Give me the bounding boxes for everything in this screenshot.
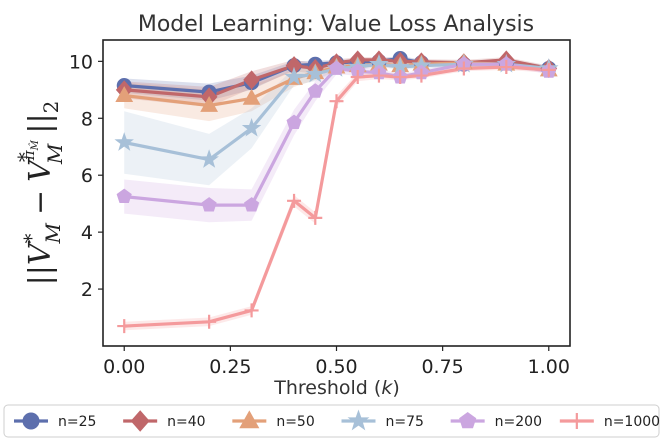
x-axis-label-text: Threshold (k): [273, 377, 400, 399]
data-point-n=200: [328, 60, 345, 75]
chart-title: Model Learning: Value Loss Analysis: [138, 12, 534, 37]
y-tick-label: 6: [81, 165, 93, 187]
x-axis-ticks: 0.00 0.25 0.50 0.75 1.00: [103, 346, 570, 378]
legend-marker-n=25: [22, 412, 40, 430]
legend-frame: [3, 404, 660, 438]
data-point-n=200: [116, 188, 132, 203]
ylabel-open: ||V: [23, 240, 58, 285]
data-point-n=1000: [371, 68, 386, 83]
ylabel-sub1: M: [41, 222, 65, 244]
legend-marker-n=40: [130, 410, 150, 432]
y-tick-label: 4: [81, 222, 93, 244]
data-point-n=1000: [202, 314, 217, 329]
ylabel-sup2: π: [20, 149, 38, 161]
x-tick-label: 0.75: [421, 356, 463, 378]
legend: n=25 n=40 n=50 n=75 n=200 n=1000: [3, 404, 660, 438]
data-point-n=200: [201, 197, 217, 212]
x-axis-label-part: ): [392, 377, 399, 399]
band-n=200: [124, 61, 549, 223]
data-point-n=1000: [244, 303, 259, 318]
legend-label: n=25: [58, 414, 96, 430]
data-point-n=200: [244, 197, 260, 212]
data-point-n=200: [286, 114, 302, 129]
ylabel-close: ||: [23, 113, 58, 133]
data-point-n=1000: [414, 68, 429, 83]
data-point-n=1000: [329, 94, 344, 109]
ylabel-star1: *: [19, 233, 43, 243]
data-point-n=75: [114, 132, 134, 151]
data-point-n=1000: [541, 62, 556, 77]
data-point-n=75: [241, 117, 262, 137]
band-n=75: [124, 61, 549, 186]
data-point-n=1000: [287, 193, 302, 208]
data-point-n=1000: [350, 70, 365, 85]
y-axis-label-formula: ||V*M−VπM̂* M||2: [13, 101, 67, 286]
x-tick-label: 0.25: [209, 356, 251, 378]
legend-label: n=40: [167, 414, 205, 430]
data-point-n=1000: [393, 70, 408, 85]
x-tick-label: 0.00: [103, 356, 145, 378]
data-point-n=75: [199, 149, 219, 168]
y-axis-ticks: 2 4 6 8 10: [69, 51, 103, 301]
data-point-n=50: [242, 88, 261, 105]
y-tick-label: 2: [81, 279, 93, 301]
x-axis-label-var: k: [381, 377, 393, 399]
x-tick-label: 0.50: [315, 356, 357, 378]
data-point-n=75: [284, 66, 304, 86]
data-point-n=1000: [117, 319, 132, 334]
ylabel-star2: *: [13, 152, 37, 162]
x-axis-label-part: Threshold (: [273, 377, 381, 399]
ylabel-sup2sub: M̂: [29, 139, 41, 151]
x-tick-label: 1.00: [528, 356, 570, 378]
legend-label: n=1000: [604, 414, 660, 430]
band-n=40: [124, 57, 549, 107]
series-markers: [114, 50, 559, 334]
data-point-n=200: [307, 83, 323, 98]
band-n=50: [124, 59, 549, 122]
x-axis-label: Threshold (k): [273, 377, 400, 399]
legend-marker-n=1000: [568, 413, 585, 429]
data-point-n=40: [243, 70, 260, 90]
y-tick-label: 8: [81, 108, 93, 130]
data-point-n=50: [200, 96, 219, 112]
legend-label: n=200: [495, 414, 542, 430]
data-point-n=1000: [456, 61, 471, 76]
data-point-n=75: [305, 63, 326, 83]
legend-marker-n=50: [239, 410, 260, 429]
ylabel-close-sub: 2: [39, 101, 63, 114]
ylabel-minus: −: [23, 190, 58, 215]
legend-marker-n=75: [347, 409, 370, 431]
y-tick-label: 10: [69, 51, 93, 73]
legend-label: n=50: [276, 414, 314, 430]
legend-label: n=75: [386, 414, 424, 430]
ylabel-sub2: M: [43, 143, 67, 165]
legend-marker-n=200: [459, 411, 477, 429]
y-axis-label: ||V*M−VπM̂* M||2: [13, 101, 67, 286]
data-point-n=1000: [308, 210, 323, 225]
data-point-n=50: [115, 86, 134, 102]
data-point-n=1000: [499, 60, 514, 75]
ylabel-v2: V: [23, 157, 58, 182]
